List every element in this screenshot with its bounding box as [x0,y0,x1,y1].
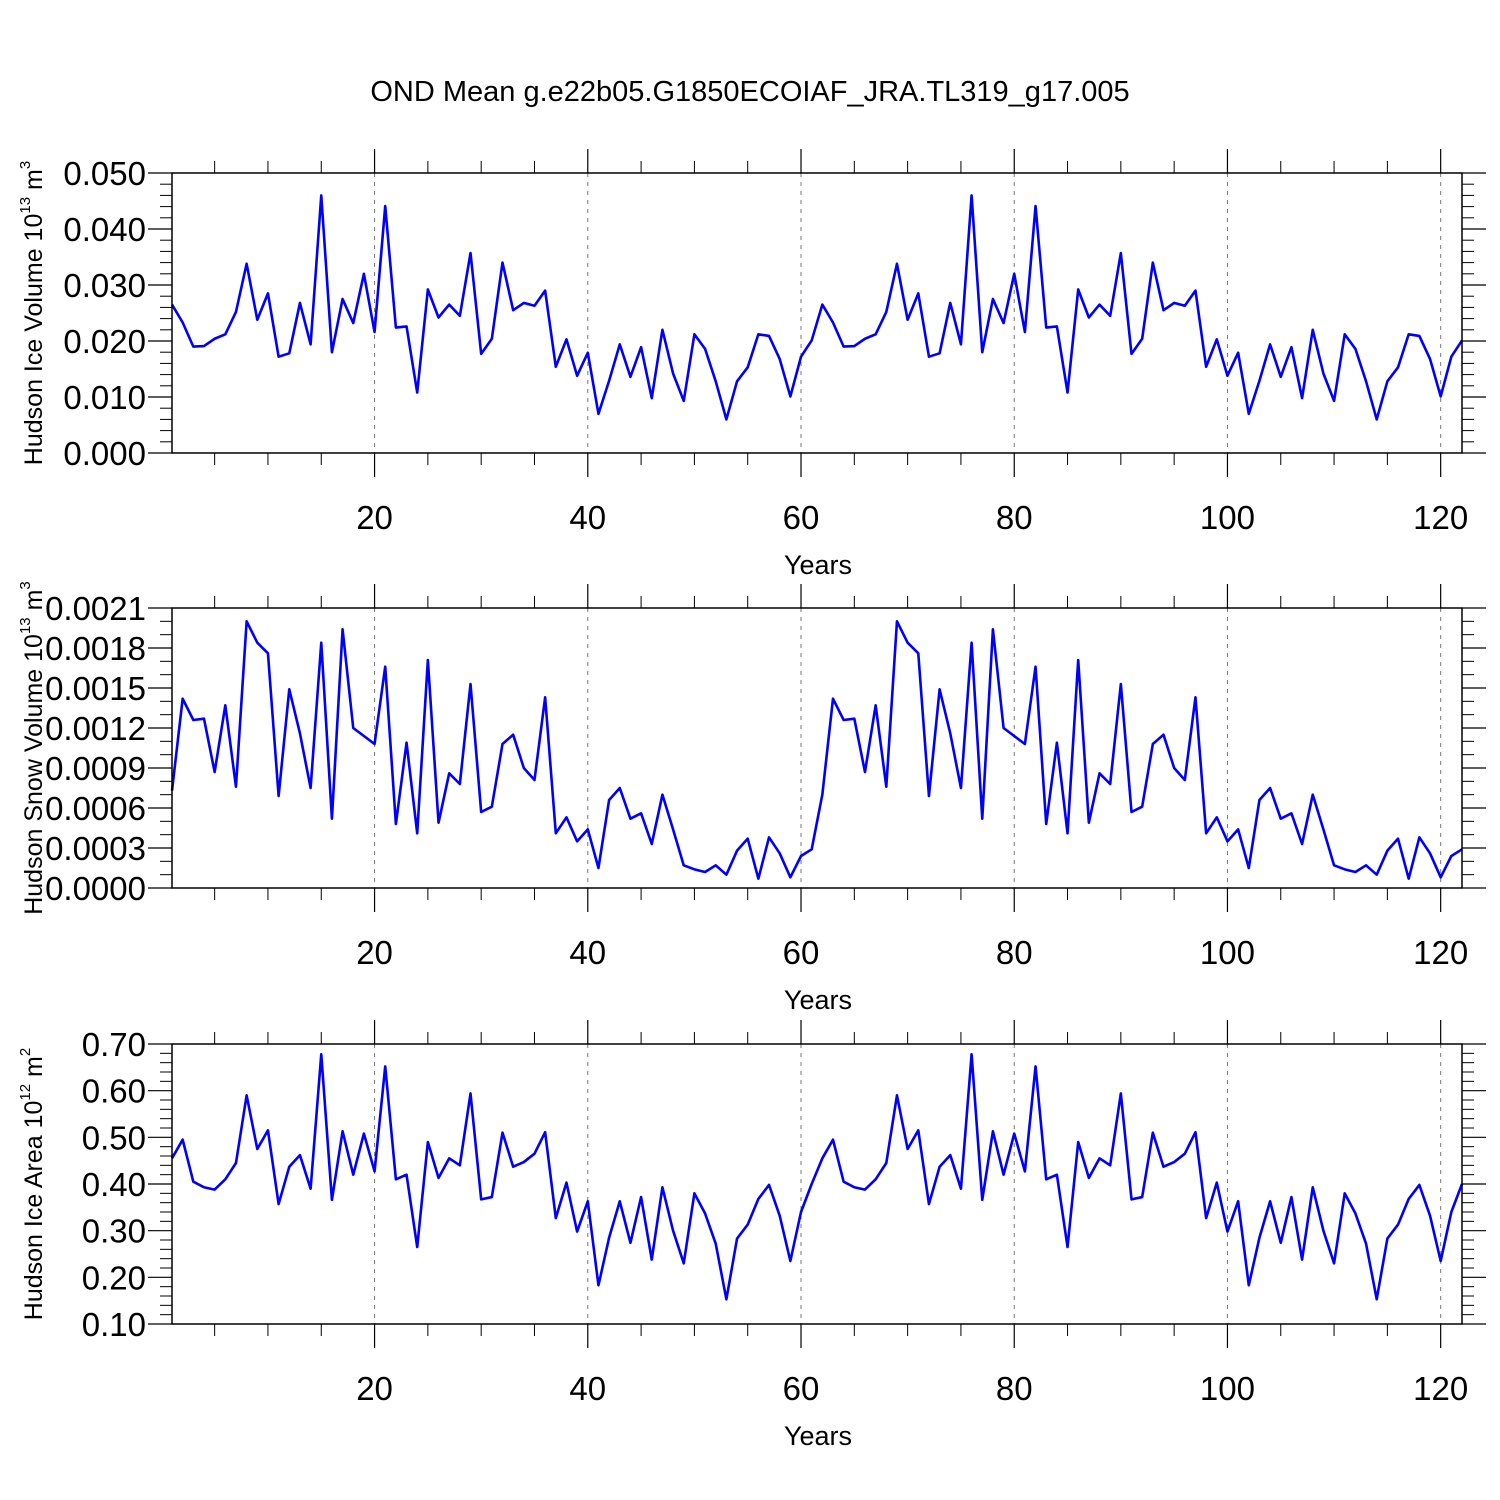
x-tick-label: 20 [356,934,393,971]
x-tick-label: 60 [783,499,820,536]
series-line [170,194,1464,421]
x-axis-label: Years [784,550,852,580]
x-axis-label: Years [784,1421,852,1451]
y-tick-label: 0.010 [63,379,146,416]
figure-title: OND Mean g.e22b05.G1850ECOIAF_JRA.TL319_… [370,76,1129,108]
y-axis-label: Hudson Ice Area 1012 m2 [17,1048,48,1320]
y-tick-label: 0.050 [63,155,146,192]
x-tick-label: 40 [569,1370,606,1407]
x-tick-label: 40 [569,934,606,971]
x-tick-label: 60 [783,934,820,971]
y-tick-label: 0.020 [63,323,146,360]
y-tick-label: 0.0018 [45,630,146,667]
y-tick-label: 0.030 [63,267,146,304]
x-tick-label: 120 [1413,1370,1468,1407]
chart-panel-2: 20 40 60 80 100 1200.00000.00030.00060.00090.… [17,581,1486,1015]
x-tick-label: 120 [1413,934,1468,971]
x-tick-label: 80 [996,499,1033,536]
y-tick-label: 0.50 [82,1119,146,1156]
y-tick-label: 0.30 [82,1213,146,1250]
x-tick-label: 120 [1413,499,1468,536]
series-line [170,1052,1464,1301]
y-tick-label: 0.10 [82,1306,146,1343]
y-axis-label: Hudson Snow Volume 1013 m3 [17,581,48,915]
chart-panel-3: 20 40 60 80 100 120 0.10 0.20 0.30 0.40 0.50 0.60 0.… [17,1020,1486,1451]
x-tick-label: 100 [1200,1370,1255,1407]
y-tick-label: 0.0012 [45,710,146,747]
x-tick-label: 100 [1200,499,1255,536]
y-tick-label: 0.0021 [45,590,146,627]
x-tick-label: 20 [356,1370,393,1407]
x-tick-label: 80 [996,1370,1033,1407]
x-axis-label: Years [784,985,852,1015]
y-tick-label: 0.20 [82,1259,146,1296]
x-tick-label: 40 [569,499,606,536]
chart-panel-1: 20 40 60 80 100 120 0.000 0.010 0.020 0.030 0.040 0… [17,149,1486,580]
x-tick-label: 60 [783,1370,820,1407]
y-tick-label: 0.70 [82,1026,146,1063]
y-tick-label: 0.60 [82,1073,146,1110]
plot-frame [171,1043,1463,1325]
y-tick-label: 0.0003 [45,830,146,867]
x-tick-label: 20 [356,499,393,536]
y-tick-label: 0.0006 [45,790,146,827]
y-tick-label: 0.0009 [45,750,146,787]
y-tick-label: 0.0000 [45,870,146,907]
y-tick-label: 0.040 [63,211,146,248]
series-line [170,620,1463,880]
plot-frame [171,172,1463,454]
y-axis-label: Hudson Ice Volume 1013 m3 [17,161,48,465]
y-tick-label: 0.0015 [45,670,146,707]
x-tick-label: 80 [996,934,1033,971]
plot-frame [171,607,1463,889]
y-tick-label: 0.40 [82,1166,146,1203]
y-tick-label: 0.000 [63,435,146,472]
x-tick-label: 100 [1200,934,1255,971]
